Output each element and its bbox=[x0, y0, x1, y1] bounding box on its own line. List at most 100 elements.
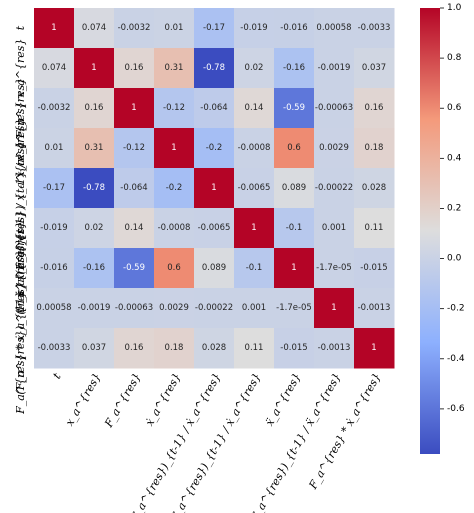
cell-value-0-1: 0.074 bbox=[82, 23, 106, 33]
cell-value-0-5: -0.019 bbox=[240, 23, 267, 33]
heatmap-cell-6-6 bbox=[274, 248, 315, 289]
col-tick-labels: t x_a^{res}F_a^{res} ẋ_a^{res}(F_a^{res})_… bbox=[50, 370, 383, 513]
cell-value-2-8: 0.16 bbox=[365, 103, 384, 113]
row-tick-label-3: ẋ_a^{res} bbox=[14, 119, 27, 178]
heatmap-cell-4-1 bbox=[74, 168, 115, 209]
cell-value-5-7: 0.001 bbox=[322, 223, 346, 233]
cell-value-5-8: 0.11 bbox=[365, 223, 384, 233]
cell-value-5-6: -0.1 bbox=[286, 223, 303, 233]
heatmap-cell-1-1 bbox=[74, 48, 115, 89]
colorbar-tick-label-1: -0.4 bbox=[447, 354, 465, 364]
cell-value-6-1: -0.16 bbox=[83, 263, 105, 273]
row-tick-label-4: (F_a^{res})_{t-1} / ẋ_a^{res} bbox=[14, 101, 27, 274]
cell-value-6-5: -0.1 bbox=[246, 263, 263, 273]
heatmap-cell-6-7 bbox=[314, 248, 355, 289]
heatmap-cell-2-3 bbox=[154, 88, 195, 129]
heatmap-cell-2-7 bbox=[314, 88, 355, 129]
cell-value-1-0: 0.074 bbox=[42, 63, 66, 73]
cell-value-7-8: -0.0013 bbox=[358, 303, 391, 313]
heatmap-cell-7-1 bbox=[74, 288, 115, 329]
heatmap-cell-7-7 bbox=[314, 288, 355, 329]
cell-value-8-8: 1 bbox=[371, 343, 376, 353]
col-tick-label-6: ẍ_a^{res} bbox=[263, 371, 304, 429]
heatmap-cell-2-4 bbox=[194, 88, 235, 129]
heatmap-cell-6-5 bbox=[234, 248, 275, 289]
heatmap-cell-0-2 bbox=[114, 8, 155, 49]
cell-value-3-6: 0.6 bbox=[287, 143, 301, 153]
row-tick-label-7: (F_a^{res})_{t-1} / ẍ_a^{res} bbox=[14, 221, 27, 394]
cell-value-3-3: 1 bbox=[171, 143, 176, 153]
cell-value-5-4: -0.0065 bbox=[198, 223, 231, 233]
col-tick-label-3: ẋ_a^{res} bbox=[143, 371, 184, 429]
heatmap-cell-1-4 bbox=[194, 48, 235, 89]
heatmap-cell-4-5 bbox=[234, 168, 275, 209]
cell-value-1-2: 0.16 bbox=[125, 63, 144, 73]
cell-value-6-6: 1 bbox=[291, 263, 296, 273]
heatmap-cell-0-1 bbox=[74, 8, 115, 49]
heatmap-cell-3-8 bbox=[354, 128, 395, 169]
cell-value-8-7: -0.0013 bbox=[318, 343, 351, 353]
cell-value-4-6: 0.089 bbox=[282, 183, 306, 193]
heatmap-cell-7-3 bbox=[154, 288, 195, 329]
heatmap-cell-8-5 bbox=[234, 328, 275, 369]
heatmap-cell-8-4 bbox=[194, 328, 235, 369]
cell-value-2-3: -0.12 bbox=[163, 103, 185, 113]
heatmap-cell-8-3 bbox=[154, 328, 195, 369]
heatmap-cell-4-8 bbox=[354, 168, 395, 209]
cell-value-2-0: -0.0032 bbox=[38, 103, 71, 113]
heatmap-cell-3-1 bbox=[74, 128, 115, 169]
cell-value-2-2: 1 bbox=[131, 103, 136, 113]
cell-value-2-7: -0.00063 bbox=[315, 103, 353, 113]
colorbar-tick-label-0: -0.6 bbox=[447, 404, 465, 414]
cell-value-6-8: -0.015 bbox=[360, 263, 387, 273]
heatmap-cell-1-2 bbox=[114, 48, 155, 89]
cell-value-2-1: 0.16 bbox=[85, 103, 104, 113]
heatmap-cell-2-2 bbox=[114, 88, 155, 129]
heatmap-cell-5-2 bbox=[114, 208, 155, 249]
cell-value-4-8: 0.028 bbox=[362, 183, 386, 193]
heatmap-cell-1-8 bbox=[354, 48, 395, 89]
cell-value-8-6: -0.015 bbox=[280, 343, 307, 353]
cell-value-0-0: 1 bbox=[51, 23, 56, 33]
cell-value-5-2: 0.14 bbox=[125, 223, 144, 233]
cell-value-4-7: -0.00022 bbox=[315, 183, 353, 193]
cell-value-8-2: 0.16 bbox=[125, 343, 144, 353]
heatmap-cell-3-3 bbox=[154, 128, 195, 169]
heatmap-cell-6-2 bbox=[114, 248, 155, 289]
heatmap-cell-7-0 bbox=[34, 288, 75, 329]
cell-value-7-4: -0.00022 bbox=[195, 303, 233, 313]
colorbar-tick-label-4: 0.2 bbox=[447, 203, 461, 213]
cell-value-7-5: 0.001 bbox=[242, 303, 266, 313]
row-tick-label-5: (F_a^{res})_{t-1} / ẋ_a^{res} bbox=[14, 141, 27, 314]
colorbar-tick-label-5: 0.4 bbox=[447, 153, 462, 163]
row-tick-labels: tx_a^{res}F_a^{res}ẋ_a^{res}(F_a^{res})_… bbox=[14, 25, 27, 415]
heatmap-cell-0-4 bbox=[194, 8, 235, 49]
heatmap-cell-2-5 bbox=[234, 88, 275, 129]
cell-value-1-6: -0.16 bbox=[283, 63, 305, 73]
cell-value-7-2: -0.00063 bbox=[115, 303, 153, 313]
heatmap-cell-4-7 bbox=[314, 168, 355, 209]
cell-value-0-2: -0.0032 bbox=[118, 23, 151, 33]
heatmap-cell-5-4 bbox=[194, 208, 235, 249]
cell-value-5-5: 1 bbox=[251, 223, 256, 233]
cell-value-6-4: 0.089 bbox=[202, 263, 226, 273]
heatmap-cell-0-6 bbox=[274, 8, 315, 49]
cell-value-1-5: 0.02 bbox=[245, 63, 264, 73]
cell-value-1-7: -0.0019 bbox=[318, 63, 351, 73]
heatmap-cell-3-0 bbox=[34, 128, 75, 169]
heatmap-cells: 1 0.074 -0.0032 0.01 -0.17 -0.019 -0.016 0.0005… bbox=[34, 8, 395, 369]
cell-value-0-7: 0.00058 bbox=[316, 23, 351, 33]
cell-value-5-1: 0.02 bbox=[85, 223, 104, 233]
heatmap-cell-7-8 bbox=[354, 288, 395, 329]
colorbar-tick-label-3: 0.0 bbox=[447, 254, 462, 264]
heatmap-cell-4-2 bbox=[114, 168, 155, 209]
heatmap-cell-7-6 bbox=[274, 288, 315, 329]
heatmap-cell-1-7 bbox=[314, 48, 355, 89]
heatmap-cell-3-4 bbox=[194, 128, 235, 169]
heatmap-cell-1-3 bbox=[154, 48, 195, 89]
heatmap-cell-2-0 bbox=[34, 88, 75, 129]
cell-value-6-3: 0.6 bbox=[167, 263, 181, 273]
cell-value-4-3: -0.2 bbox=[166, 183, 183, 193]
heatmap-cell-5-7 bbox=[314, 208, 355, 249]
cell-value-5-3: -0.0008 bbox=[158, 223, 191, 233]
